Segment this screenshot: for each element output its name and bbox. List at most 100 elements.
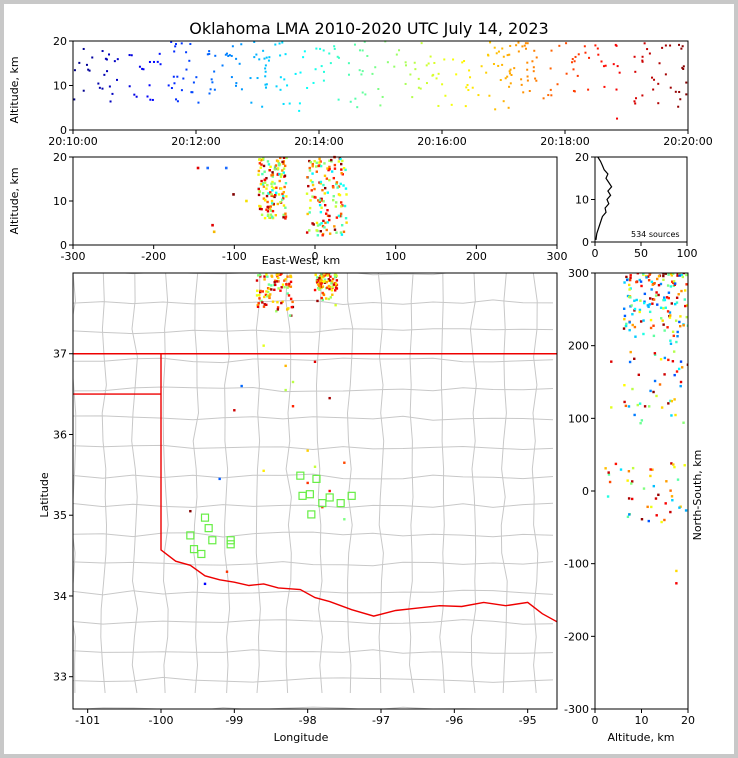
ew-source-point	[339, 231, 343, 234]
ns-source-point	[652, 334, 656, 338]
lma-station-marker	[305, 490, 314, 499]
ew-source-point	[271, 171, 274, 174]
th-source-point	[526, 61, 529, 64]
map-source-point	[263, 303, 266, 306]
th-ytick-label: 0	[60, 124, 67, 137]
th-source-point	[208, 50, 211, 53]
th-source-point	[502, 55, 505, 58]
ns-source-point	[685, 304, 688, 307]
th-source-point	[679, 98, 682, 101]
ew-source-point	[270, 174, 273, 177]
map-source-point	[276, 275, 279, 278]
th-source-point	[255, 53, 258, 56]
map-source-point	[266, 275, 269, 278]
th-source-point	[521, 45, 524, 48]
ew-altitude-panel: -300 -200 -100 0 100 200 300 0 10 20	[53, 151, 568, 263]
ew-source-point	[271, 180, 274, 184]
th-source-point	[471, 86, 474, 89]
ew-source-point	[260, 207, 263, 211]
ns-source-point	[685, 273, 688, 277]
ns-source-point	[666, 326, 669, 329]
th-source-point	[510, 73, 513, 76]
county-boundary	[73, 502, 554, 509]
ns-source-point	[649, 297, 652, 300]
th-source-point	[414, 68, 417, 71]
ew-source-point	[313, 187, 316, 191]
ns-source-point	[623, 400, 626, 404]
ew-source-point	[265, 187, 268, 190]
ew-source-point	[269, 205, 272, 208]
ns-source-point	[659, 306, 663, 309]
ns-source-point	[670, 462, 673, 465]
ew-source-point	[315, 170, 318, 173]
ns-outlier-point	[679, 360, 683, 363]
ns-ylabel: North-South, km	[691, 450, 704, 541]
ew-outlier-point	[232, 193, 235, 196]
th-source-point	[105, 58, 108, 61]
ns-source-point	[667, 273, 670, 276]
ew-source-point	[276, 173, 279, 176]
ew-source-point	[340, 172, 343, 175]
ns-source-point	[661, 319, 664, 322]
map-source-point	[343, 461, 346, 464]
map-source-point	[261, 301, 264, 304]
th-source-point	[103, 73, 106, 76]
th-source-point	[419, 87, 422, 90]
th-source-point	[116, 58, 119, 61]
map-source-point	[270, 288, 273, 291]
map-source-point	[327, 297, 331, 301]
th-source-point	[227, 54, 230, 57]
ew-source-point	[311, 165, 314, 168]
ns-source-point	[678, 506, 681, 509]
map-xtick-label: -97	[372, 714, 390, 727]
ns-source-point	[675, 301, 679, 304]
ew-source-point	[273, 168, 277, 171]
map-source-point	[317, 284, 321, 287]
ns-source-point	[671, 273, 675, 275]
th-source-point	[571, 58, 574, 61]
map-source-point	[332, 283, 336, 286]
ew-source-point	[337, 214, 341, 218]
th-source-point	[190, 91, 193, 94]
map-source-point	[291, 380, 295, 384]
map-source-point	[260, 299, 263, 303]
th-source-point	[570, 61, 573, 64]
th-source-point	[646, 48, 649, 51]
map-source-point	[313, 288, 317, 292]
ew-source-point	[333, 225, 336, 228]
th-source-point	[501, 63, 504, 66]
th-source-point	[336, 55, 339, 58]
ew-source-point	[319, 182, 322, 185]
th-source-point	[658, 62, 661, 65]
ns-source-point	[643, 405, 647, 408]
ew-source-point	[282, 216, 285, 219]
th-source-point	[532, 66, 535, 69]
ew-source-point	[282, 194, 285, 198]
ns-source-point	[677, 367, 681, 371]
lma-station-marker	[347, 491, 356, 500]
county-boundary	[73, 676, 554, 683]
th-source-point	[363, 40, 366, 43]
th-source-point	[522, 91, 525, 94]
th-source-point	[176, 100, 179, 103]
ns-source-point	[669, 489, 672, 492]
th-source-point	[641, 60, 644, 63]
map-source-point	[331, 293, 334, 296]
altitude-histogram-panel: 0 50 100 0 10 20	[575, 151, 698, 260]
th-source-point	[480, 65, 483, 68]
th-source-point	[526, 79, 529, 82]
th-ylabel: Altitude, km	[8, 56, 21, 123]
ew-source-point	[335, 231, 338, 234]
ns-source-point	[638, 278, 641, 282]
ew-source-point	[269, 165, 272, 168]
hist-xtick-label: 100	[677, 247, 698, 260]
ns-source-point	[669, 314, 672, 317]
ns-source-point	[672, 334, 675, 338]
ew-source-point	[323, 162, 326, 165]
ew-source-point	[268, 207, 272, 210]
map-source-point	[262, 469, 265, 473]
county-boundary	[377, 273, 385, 694]
ew-source-point	[270, 199, 274, 203]
th-source-point	[264, 75, 267, 78]
th-source-point	[195, 76, 198, 79]
